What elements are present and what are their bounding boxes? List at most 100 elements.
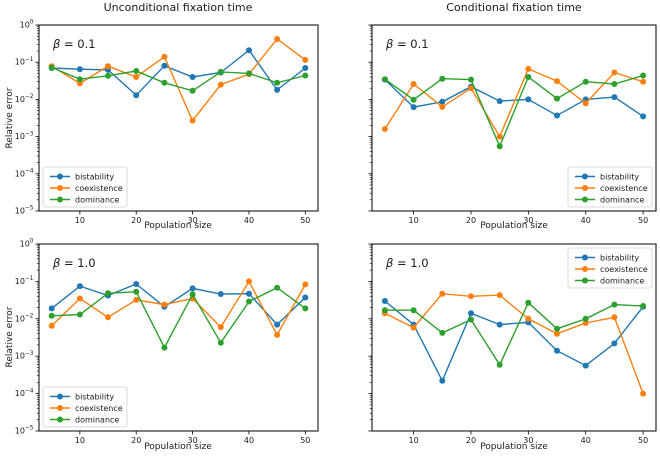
data-point <box>217 324 224 331</box>
data-point <box>640 78 647 85</box>
svg-text:10−2: 10−2 <box>15 94 34 104</box>
svg-text:50: 50 <box>300 216 310 225</box>
svg-text:20: 20 <box>466 436 476 445</box>
chart-canvas: 10 20 30 40 50 β = 0.1 bistability coexistence d… <box>368 24 657 225</box>
series-dominance <box>48 284 309 351</box>
column-title-conditional: Conditional fixation time <box>446 1 582 14</box>
data-point <box>217 81 224 88</box>
svg-text:bistability: bistability <box>600 172 639 181</box>
data-point <box>189 117 196 124</box>
data-point <box>246 298 252 305</box>
legend: bistability coexistence dominance <box>42 166 128 208</box>
data-point <box>468 316 474 323</box>
svg-text:20: 20 <box>466 216 476 225</box>
chart-canvas: 100 10−1 10−2 10−3 10−4 10−5 10 20 30 40 50 β = 0.1… <box>15 20 319 225</box>
data-point <box>525 96 532 103</box>
svg-text:40: 40 <box>244 216 254 225</box>
svg-text:10−1: 10−1 <box>15 276 34 286</box>
svg-text:30: 30 <box>523 436 533 445</box>
data-point <box>439 103 446 110</box>
legend-entry-dominance: dominance <box>575 276 644 285</box>
data-point <box>48 322 55 329</box>
axis-ticks <box>368 243 644 435</box>
data-point <box>496 361 503 368</box>
svg-text:50: 50 <box>300 436 310 445</box>
svg-text:coexistence: coexistence <box>600 265 648 274</box>
data-point <box>410 324 417 331</box>
tick-labels: 10 20 30 40 50 <box>409 216 649 225</box>
data-point <box>76 80 83 87</box>
svg-text:100: 100 <box>20 20 34 30</box>
data-point <box>217 68 224 75</box>
data-point <box>105 72 111 79</box>
data-point <box>554 347 560 354</box>
svg-text:50: 50 <box>638 216 648 225</box>
data-point <box>582 362 589 369</box>
data-point <box>468 293 474 300</box>
subplot-unconditional-beta-1-0: 100 10−1 10−2 10−3 10−4 10−5 10 20 30 40 50 β = 1.0… <box>0 238 332 465</box>
data-point <box>105 290 111 297</box>
series-coexistence <box>48 278 309 338</box>
data-point <box>554 112 560 119</box>
data-point <box>133 288 140 295</box>
data-point <box>439 377 446 384</box>
legend: bistability coexistence dominance <box>42 386 128 428</box>
data-point <box>76 311 83 318</box>
legend-entry-bistability: bistability <box>50 392 114 401</box>
svg-text:10−5: 10−5 <box>15 206 34 216</box>
data-point <box>274 86 281 93</box>
svg-text:bistability: bistability <box>600 253 639 262</box>
data-point <box>640 72 647 79</box>
data-point <box>161 344 168 351</box>
svg-text:40: 40 <box>244 436 254 445</box>
data-point <box>582 315 589 322</box>
data-point <box>48 312 55 319</box>
data-point <box>76 66 83 73</box>
data-point <box>76 295 83 302</box>
svg-text:10−4: 10−4 <box>15 388 34 398</box>
data-point <box>246 290 252 297</box>
beta-annotation: β = 0.1 <box>52 37 96 51</box>
axes-box <box>38 24 319 212</box>
chart-canvas: 100 10−1 10−2 10−3 10−4 10−5 10 20 30 40 50 β = 1.0… <box>15 239 319 445</box>
data-point <box>274 331 281 338</box>
data-point <box>189 74 196 80</box>
series-dominance <box>48 64 309 94</box>
legend: bistability coexistence dominance <box>567 166 653 208</box>
data-point <box>582 100 589 107</box>
data-point <box>217 291 224 297</box>
data-point <box>468 85 474 92</box>
svg-text:10−2: 10−2 <box>15 314 34 324</box>
data-point <box>381 307 388 314</box>
data-point <box>410 104 417 111</box>
tick-labels: 100 10−1 10−2 10−3 10−4 10−5 10 20 30 40 50 <box>15 239 311 445</box>
beta-annotation: β = 1.0 <box>385 256 429 270</box>
series-dominance <box>381 72 647 150</box>
data-point <box>525 299 532 306</box>
legend-entry-coexistence: coexistence <box>575 184 648 193</box>
data-point <box>189 291 196 298</box>
data-point <box>554 78 560 85</box>
data-point <box>302 294 309 301</box>
data-point <box>274 79 281 86</box>
data-point <box>302 56 309 63</box>
svg-text:10−1: 10−1 <box>15 57 34 67</box>
data-point <box>410 96 417 103</box>
data-point <box>133 296 140 303</box>
data-point <box>611 69 618 76</box>
data-point <box>274 321 281 328</box>
beta-annotation: β = 1.0 <box>52 256 96 270</box>
data-point <box>161 79 168 86</box>
data-point <box>439 75 446 82</box>
legend-entry-dominance: dominance <box>50 195 119 204</box>
data-point <box>525 74 532 80</box>
svg-text:bistability: bistability <box>75 172 114 181</box>
data-point <box>611 94 618 101</box>
svg-text:30: 30 <box>523 216 533 225</box>
svg-text:10: 10 <box>75 436 85 445</box>
tick-labels: 100 10−1 10−2 10−3 10−4 10−5 10 20 30 40 50 <box>15 20 311 225</box>
svg-text:10−4: 10−4 <box>15 169 34 179</box>
data-point <box>582 78 589 85</box>
legend-entry-dominance: dominance <box>575 195 644 204</box>
